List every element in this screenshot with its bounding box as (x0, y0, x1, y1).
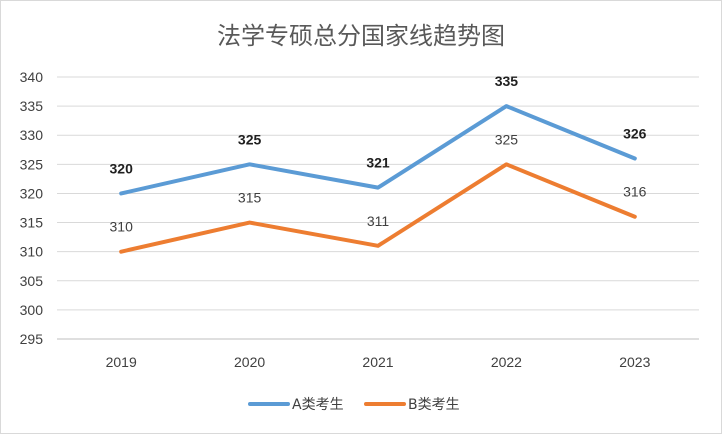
y-tick-label: 300 (20, 302, 44, 318)
y-tick-label: 320 (20, 185, 44, 201)
x-tick-label: 2020 (234, 354, 265, 370)
data-labels: 320 325 321 335 326 310 315 311 325 316 (110, 73, 647, 235)
x-tick-label: 2023 (619, 354, 650, 370)
y-tick-label: 305 (20, 273, 44, 289)
y-axis-ticks: 295 300 305 310 315 320 325 330 335 340 (20, 69, 44, 347)
x-tick-label: 2022 (491, 354, 522, 370)
gridlines (57, 76, 699, 340)
x-tick-label: 2019 (106, 354, 137, 370)
legend-label: B类考生 (408, 397, 460, 413)
y-tick-label: 310 (20, 244, 44, 260)
series-line-2 (119, 162, 637, 254)
data-label: 320 (110, 160, 134, 176)
x-tick-label: 2021 (362, 354, 393, 370)
data-label: 311 (367, 213, 390, 229)
data-label: 325 (238, 131, 262, 147)
y-tick-label: 295 (20, 331, 44, 347)
y-tick-label: 330 (20, 127, 44, 143)
chart-title: 法学专硕总分国家线趋势图 (217, 22, 505, 50)
y-tick-label: 340 (20, 69, 44, 85)
data-label: 321 (366, 155, 390, 171)
x-axis-ticks: 2019 2020 2021 2022 2023 (106, 354, 651, 370)
data-label: 316 (623, 184, 647, 200)
data-label: 326 (623, 126, 647, 142)
data-label: 325 (495, 131, 519, 147)
legend: A类考生 B类考生 (248, 397, 460, 413)
y-tick-label: 325 (20, 156, 44, 172)
data-label: 335 (495, 73, 519, 89)
legend-label: A类考生 (292, 397, 344, 413)
data-label: 310 (110, 219, 134, 235)
series-line-1 (119, 104, 637, 196)
y-tick-label: 335 (20, 98, 44, 114)
series-lines (119, 104, 637, 254)
data-label: 315 (238, 190, 262, 206)
y-tick-label: 315 (20, 215, 44, 231)
